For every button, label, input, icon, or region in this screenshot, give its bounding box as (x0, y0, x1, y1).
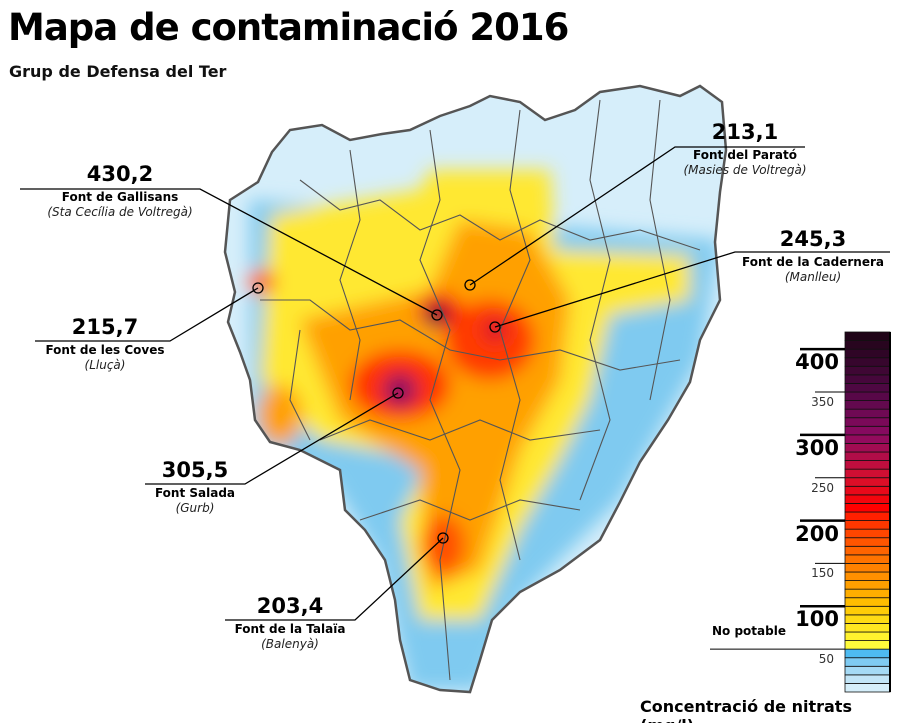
legend-band (844, 631, 891, 641)
legend-band (844, 528, 891, 539)
legend-band (844, 545, 891, 556)
legend-band (844, 511, 891, 521)
legend-tick-label: 350 (811, 395, 834, 409)
legend-band (844, 400, 891, 410)
leader-line-parato (469, 146, 805, 286)
legend-band (844, 340, 891, 350)
legend-band (844, 460, 891, 470)
legend-tick-label: 150 (811, 566, 834, 581)
legend-band (844, 443, 891, 453)
callout-name: Font de Gallisans (61, 190, 179, 204)
leader-line-talaia (225, 537, 444, 621)
legend-band (844, 503, 891, 513)
leader-line-cadernera (494, 251, 890, 328)
legend-band (844, 537, 891, 547)
municipal-boundaries (260, 99, 701, 681)
legend-band (844, 605, 891, 616)
leader-lines (20, 146, 890, 621)
callout-value: 213,1 (711, 120, 779, 144)
legend-band (844, 468, 891, 479)
legend-title: Concentració de nitrats (mg/l) (640, 697, 852, 723)
legend-tick-label: 100 (795, 607, 839, 632)
callout-value: 215,7 (71, 315, 139, 339)
legend-band (844, 580, 891, 590)
callout-name: Font del Parató (693, 148, 797, 162)
source-marker-salada[interactable] (392, 387, 404, 399)
legend-band (844, 554, 891, 564)
legend-band (844, 383, 891, 393)
legend-band (844, 434, 891, 444)
callout-town: (Lluçà) (84, 358, 126, 372)
legend-band (844, 614, 891, 624)
legend-band (844, 683, 891, 693)
legend-band (844, 425, 891, 436)
legend-band (844, 588, 891, 599)
callout-name: Font de la Talaïa (234, 622, 346, 636)
legend-band (844, 648, 891, 659)
callout-salada: 305,5 Font Salada (Gurb) (135, 458, 255, 515)
legend-band (844, 623, 891, 633)
legend-band (844, 571, 891, 581)
legend-color-bar (844, 331, 891, 693)
legend-band (844, 485, 891, 496)
callout-cadernera: 245,3 Font de la Cadernera (Manlleu) (728, 227, 898, 284)
legend-tick-label: 50 (818, 652, 834, 667)
legend-band (844, 365, 891, 376)
callout-name: Font de la Cadernera (742, 255, 884, 269)
legend-band (844, 657, 891, 667)
callout-town: (Gurb) (175, 501, 215, 515)
legend-ticks (710, 347, 845, 650)
callout-talaia: 203,4 Font de la Talaïa (Balenyà) (215, 594, 365, 651)
legend-band (844, 408, 891, 419)
legend-band (844, 563, 891, 573)
callout-gallisans: 430,2 Font de Gallisans (Sta Cecília de … (20, 162, 220, 219)
legend-band (844, 477, 891, 487)
legend-tick-label: 250 (811, 480, 834, 495)
callout-value: 245,3 (779, 227, 847, 251)
legend-tick-label: 400 (795, 350, 839, 375)
legend-band (844, 331, 891, 341)
callout-name: Font de les Coves (45, 343, 165, 357)
callout-value: 203,4 (256, 594, 324, 618)
callout-coves: 215,7 Font de les Coves (Lluçà) (30, 315, 180, 372)
legend-band (844, 417, 891, 427)
leader-line-salada (145, 392, 399, 485)
legend-band (844, 391, 891, 401)
legend-band (844, 597, 891, 607)
legend-band (844, 494, 891, 504)
legend-band (844, 348, 891, 359)
legend-tick-label: 200 (795, 521, 839, 546)
callout-town: (Balenyà) (261, 637, 319, 651)
legend-band (844, 451, 891, 461)
source-marker-coves[interactable] (252, 282, 264, 294)
source-marker-parato[interactable] (464, 279, 476, 291)
callout-parato: 213,1 Font del Parató (Masies de Voltreg… (655, 120, 835, 177)
callout-town: (Manlleu) (784, 270, 842, 284)
legend-tick-label: 300 (795, 435, 839, 460)
source-marker-gallisans[interactable] (431, 309, 443, 321)
callout-town: (Sta Cecília de Voltregà) (47, 205, 193, 219)
legend-band (844, 665, 891, 676)
legend-band (844, 374, 891, 384)
page-title: Mapa de contaminació 2016 (8, 6, 569, 49)
source-marker-cadernera[interactable] (489, 321, 501, 333)
leader-line-coves (35, 287, 259, 342)
callout-town: (Masies de Voltregà) (683, 163, 807, 177)
no-potable-label: No potable (712, 624, 786, 638)
legend-band (844, 640, 891, 650)
legend-band (844, 520, 891, 530)
legend-band (844, 357, 891, 367)
callout-value: 305,5 (161, 458, 229, 482)
callout-value: 430,2 (86, 162, 154, 186)
callout-name: Font Salada (154, 486, 236, 500)
legend-band (844, 674, 891, 684)
page-subtitle: Grup de Defensa del Ter (9, 62, 227, 81)
source-marker-talaia[interactable] (437, 532, 449, 544)
leader-line-gallisans (20, 188, 438, 316)
